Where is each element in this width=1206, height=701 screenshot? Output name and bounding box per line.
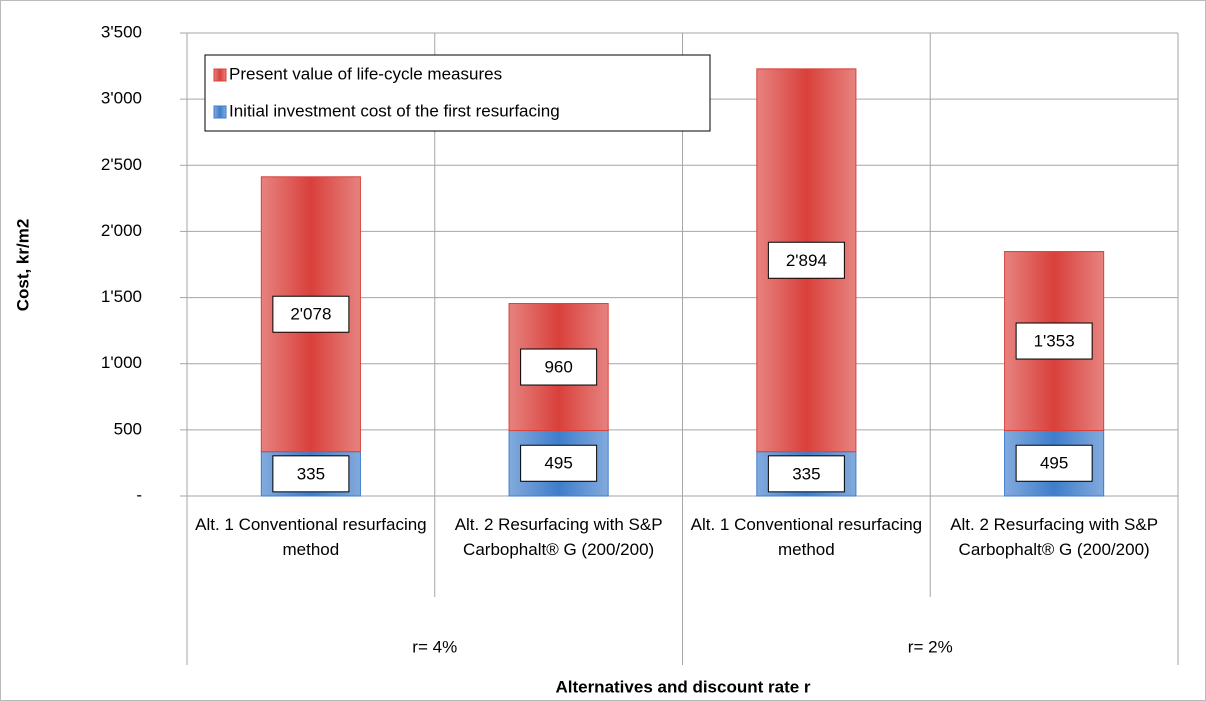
data-label: 960 [544,358,572,377]
data-label: 335 [297,464,325,483]
data-label-box [520,348,598,386]
group-label: r= 2% [908,637,953,656]
data-label-box [1015,444,1093,482]
data-label: 335 [792,464,820,483]
legend-label: Present value of life-cycle measures [229,64,502,83]
data-label: 2'894 [786,251,827,270]
data-label-box [1015,322,1093,360]
data-label-box [520,444,598,482]
y-tick-label: 500 [114,419,142,438]
x-tick-label: Alt. 2 Resurfacing with S&P Carbophalt® … [950,515,1159,559]
group-label: r= 4% [412,637,457,656]
x-tick-label: Alt. 2 Resurfacing with S&P Carbophalt® … [454,515,663,559]
data-label: 495 [1040,454,1068,473]
y-axis-title: Cost, kr/m2 [13,219,32,312]
data-label: 1'353 [1034,332,1075,351]
y-tick-label: 2'500 [101,155,142,174]
legend-marker [213,68,227,82]
y-tick-label: 2'000 [101,221,142,240]
y-tick-label: 1'000 [101,353,142,372]
x-axis-title: Alternatives and discount rate r [555,677,810,696]
data-label: 2'078 [290,305,331,324]
y-tick-label: 3'500 [101,22,142,41]
data-label-box [767,455,845,493]
data-label: 495 [544,454,572,473]
data-label-box [272,295,350,333]
x-tick-label: Alt. 1 Conventional resurfacing method [690,515,923,559]
data-label-box [767,241,845,279]
y-tick-label: 1'500 [101,287,142,306]
y-tick-label: 3'000 [101,89,142,108]
legend-box [204,54,711,132]
legend-label: Initial investment cost of the first res… [229,101,560,120]
y-tick-label: - [136,485,142,504]
x-tick-label: Alt. 1 Conventional resurfacing method [195,515,427,559]
legend-marker [213,105,227,119]
data-label-box [272,455,350,493]
